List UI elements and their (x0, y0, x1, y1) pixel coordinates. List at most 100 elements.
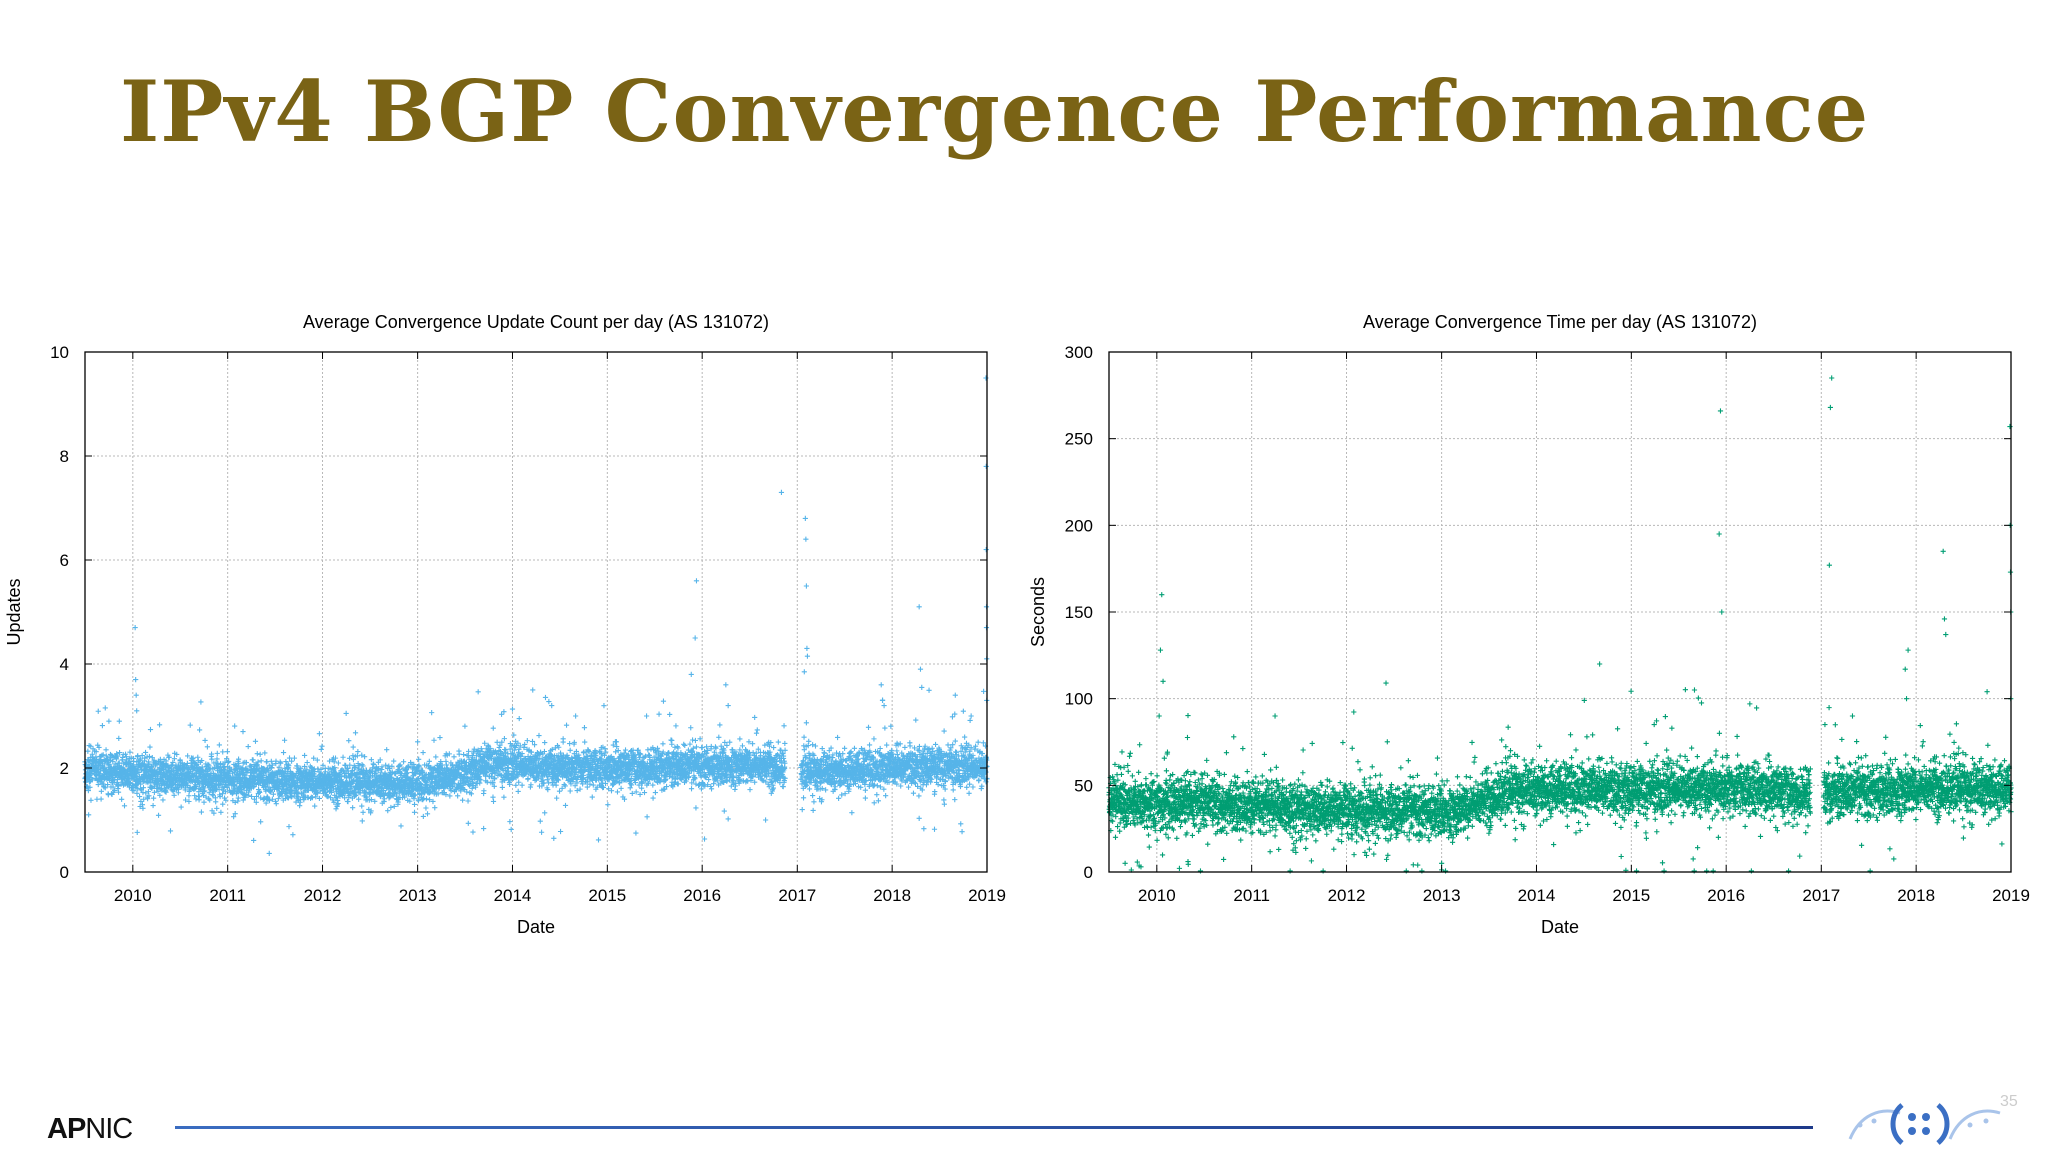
data-point (147, 744, 153, 750)
data-point (202, 737, 208, 744)
data-point (151, 757, 157, 763)
data-point (205, 761, 211, 768)
data-point (199, 757, 205, 764)
data-point (660, 698, 667, 704)
data-point (481, 788, 487, 794)
data-point (166, 754, 172, 760)
data-point (102, 705, 108, 711)
data-point (201, 785, 207, 791)
data-point (507, 819, 513, 825)
data-point (455, 793, 461, 799)
data-point (201, 799, 207, 805)
data-point (219, 791, 226, 797)
data-point (178, 804, 184, 810)
data-point (346, 738, 352, 744)
data-point (225, 759, 231, 766)
data-point (216, 786, 222, 792)
data-point (231, 814, 237, 820)
data-point (250, 757, 256, 763)
data-point (142, 749, 149, 756)
data-point (151, 789, 157, 795)
data-point (110, 759, 116, 765)
data-point (688, 725, 694, 731)
data-point (688, 786, 695, 792)
data-point (656, 711, 662, 717)
data-point (140, 785, 147, 791)
data-point (359, 818, 365, 824)
data-point (721, 808, 727, 814)
data-point (110, 784, 116, 790)
data-point (217, 793, 223, 800)
data-point (100, 752, 106, 758)
data-point (135, 753, 141, 759)
data-point (252, 738, 259, 744)
data-point (89, 777, 95, 783)
data-point (513, 782, 519, 788)
data-point (95, 708, 101, 714)
data-point (160, 760, 166, 767)
data-point (209, 756, 215, 762)
data-point (499, 784, 505, 791)
data-point (280, 749, 287, 756)
data-point (355, 748, 361, 755)
data-point (650, 795, 656, 801)
data-point (511, 732, 517, 738)
data-point (140, 805, 146, 811)
data-point (554, 795, 560, 801)
data-point (400, 759, 407, 765)
data-point (131, 788, 137, 794)
data-point (716, 734, 722, 740)
data-point (192, 793, 198, 799)
data-point (212, 765, 218, 771)
data-point (228, 766, 234, 772)
data-point (122, 751, 129, 757)
data-point (563, 722, 570, 728)
data-point (360, 809, 366, 815)
data-point (127, 749, 133, 755)
data-point (197, 727, 203, 733)
data-point (193, 784, 199, 790)
data-point (174, 751, 180, 758)
data-point (262, 750, 268, 756)
data-point (515, 788, 521, 794)
data-point (319, 743, 325, 749)
data-point (216, 742, 222, 748)
data-point (106, 761, 112, 768)
data-point (196, 794, 202, 800)
data-point (461, 751, 467, 758)
data-point (556, 788, 563, 794)
data-point (639, 785, 645, 791)
data-point (385, 808, 391, 814)
data-point (567, 747, 573, 753)
data-point (154, 762, 160, 768)
data-point (682, 742, 688, 749)
data-point (551, 835, 557, 841)
data-point (155, 812, 162, 818)
data-point (613, 739, 620, 745)
data-point (667, 711, 673, 718)
data-point (235, 756, 242, 762)
data-point (605, 802, 611, 808)
data-point (224, 784, 230, 791)
data-point (530, 687, 536, 693)
data-point (85, 748, 91, 754)
data-point (601, 703, 607, 709)
data-point (202, 788, 208, 794)
data-point (693, 805, 699, 811)
data-point (211, 810, 217, 816)
data-point (516, 779, 522, 785)
data-point (137, 756, 143, 762)
data-point (116, 749, 123, 756)
data-point (204, 768, 210, 775)
data-point (462, 723, 468, 729)
data-point (119, 796, 125, 802)
data-point (411, 801, 418, 808)
data-point (224, 756, 230, 762)
data-point (224, 749, 231, 755)
data-point (98, 788, 104, 794)
data-point (398, 823, 404, 829)
data-point (150, 802, 156, 809)
data-point (146, 753, 153, 760)
data-point (727, 739, 733, 745)
data-point (93, 749, 99, 755)
